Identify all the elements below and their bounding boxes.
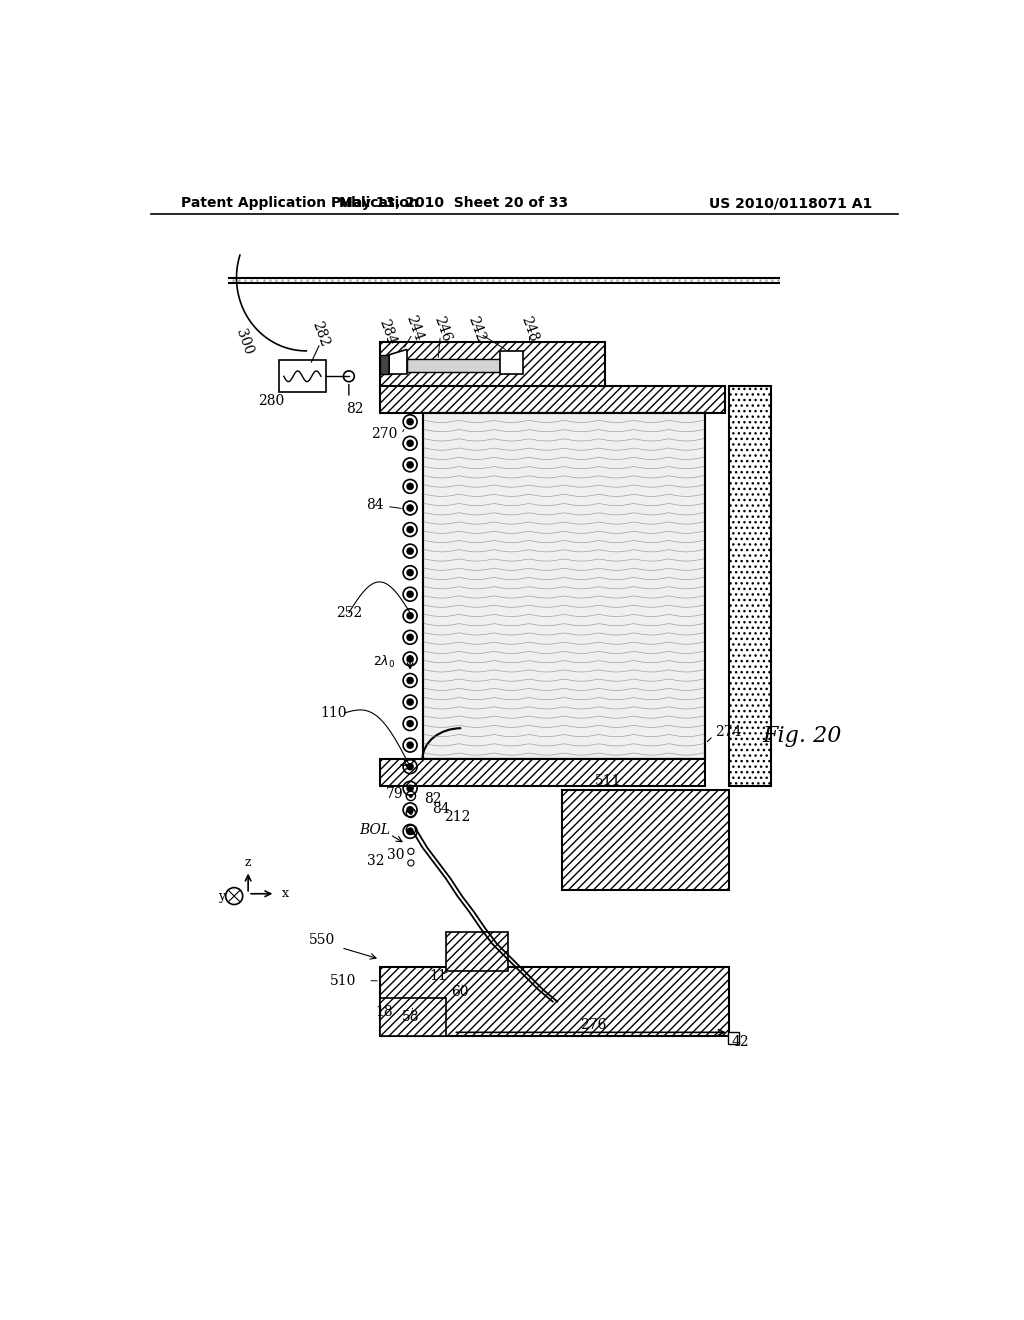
- Text: 244: 244: [403, 313, 426, 343]
- Text: $2\lambda_0$: $2\lambda_0$: [373, 653, 395, 671]
- Bar: [380, 998, 445, 1036]
- Text: z: z: [245, 857, 251, 870]
- Text: 82: 82: [346, 401, 364, 416]
- Text: May 13, 2010  Sheet 20 of 33: May 13, 2010 Sheet 20 of 33: [339, 197, 568, 210]
- Text: US 2010/0118071 A1: US 2010/0118071 A1: [710, 197, 872, 210]
- Text: 510: 510: [331, 974, 356, 987]
- Circle shape: [407, 441, 414, 446]
- Circle shape: [407, 677, 414, 684]
- Text: 42: 42: [731, 1035, 750, 1049]
- Text: BOL: BOL: [358, 822, 390, 837]
- Text: 242: 242: [466, 314, 487, 345]
- Text: 270: 270: [372, 428, 397, 441]
- Text: x: x: [282, 887, 289, 900]
- Text: 252: 252: [336, 606, 362, 619]
- Text: 82: 82: [424, 792, 441, 807]
- Text: 550: 550: [308, 933, 335, 946]
- Circle shape: [409, 828, 413, 832]
- Text: 280: 280: [258, 393, 285, 408]
- Text: 11: 11: [429, 969, 446, 983]
- Circle shape: [407, 483, 414, 490]
- Text: Patent Application Publication: Patent Application Publication: [180, 197, 419, 210]
- Circle shape: [407, 548, 414, 554]
- Text: 248: 248: [518, 314, 541, 345]
- Circle shape: [407, 763, 414, 770]
- Text: 274: 274: [715, 725, 741, 739]
- Circle shape: [407, 612, 414, 619]
- Text: 276: 276: [580, 1018, 606, 1032]
- Circle shape: [407, 721, 414, 726]
- Polygon shape: [389, 350, 407, 374]
- Circle shape: [407, 570, 414, 576]
- Bar: [562, 789, 729, 890]
- Bar: [280, 360, 326, 392]
- Text: 30: 30: [387, 849, 404, 862]
- Text: 18: 18: [375, 1005, 392, 1019]
- Text: Fig. 20: Fig. 20: [763, 725, 842, 747]
- Text: 246: 246: [431, 314, 453, 345]
- Bar: [380, 966, 729, 1036]
- Text: 84: 84: [367, 498, 384, 512]
- Bar: [729, 385, 771, 785]
- Circle shape: [409, 795, 413, 797]
- Bar: [407, 359, 500, 372]
- Text: 284: 284: [377, 317, 398, 346]
- Text: y: y: [218, 890, 225, 903]
- Text: 110: 110: [321, 706, 347, 719]
- Circle shape: [407, 700, 414, 705]
- Bar: [380, 759, 706, 785]
- Circle shape: [407, 742, 414, 748]
- Text: 58: 58: [402, 1010, 420, 1024]
- Bar: [380, 355, 389, 374]
- Text: 60: 60: [451, 985, 468, 998]
- Circle shape: [407, 635, 414, 640]
- Circle shape: [407, 462, 414, 469]
- Circle shape: [407, 829, 414, 834]
- Circle shape: [407, 807, 414, 813]
- Circle shape: [407, 527, 414, 532]
- Circle shape: [407, 504, 414, 511]
- Text: 511: 511: [595, 774, 622, 788]
- Circle shape: [407, 656, 414, 663]
- Bar: [380, 385, 725, 413]
- Text: 212: 212: [444, 809, 471, 824]
- Circle shape: [407, 591, 414, 598]
- Text: 84: 84: [432, 803, 450, 816]
- Text: 282: 282: [309, 319, 332, 348]
- Bar: [423, 412, 706, 759]
- Bar: [728, 1032, 739, 1044]
- Circle shape: [409, 810, 413, 814]
- Bar: [423, 412, 706, 759]
- Text: 79: 79: [385, 787, 403, 801]
- Bar: [500, 351, 523, 374]
- Bar: [445, 932, 508, 970]
- Text: 32: 32: [368, 854, 385, 867]
- Circle shape: [407, 418, 414, 425]
- Text: 300: 300: [233, 327, 255, 356]
- Circle shape: [407, 785, 414, 792]
- Bar: [380, 342, 604, 388]
